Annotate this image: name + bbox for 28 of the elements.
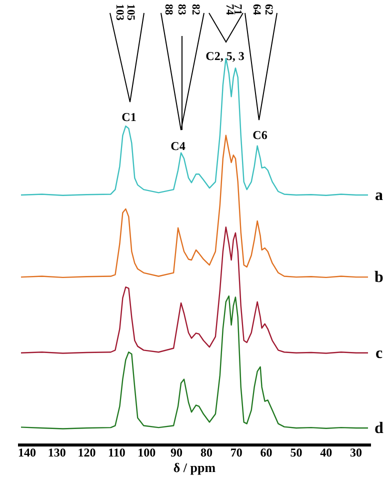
text: 62 xyxy=(262,4,274,16)
x-tick-label: 60 xyxy=(260,446,272,460)
x-tick-label: 30 xyxy=(350,446,362,460)
x-tick-label: 40 xyxy=(320,446,332,460)
x-tick-label: 80 xyxy=(200,446,212,460)
x-tick-label: 90 xyxy=(170,446,183,460)
annotation: C1 xyxy=(122,110,136,124)
text: 88 xyxy=(162,4,174,16)
series-label: c xyxy=(375,344,383,362)
text: 103 xyxy=(113,4,126,21)
annotation: C2, 5, 3 xyxy=(206,49,244,63)
x-tick-label: 120 xyxy=(78,446,96,460)
series-label: d xyxy=(374,420,384,437)
series-label: b xyxy=(374,269,384,286)
annotation: C6 xyxy=(252,128,268,142)
x-axis-title: δ / ppm xyxy=(173,460,216,475)
x-tick-label: 140 xyxy=(18,446,36,460)
series-label: a xyxy=(375,187,383,204)
x-tick-label: 70 xyxy=(230,446,242,460)
annotation: C4 xyxy=(170,139,186,153)
x-tick-label: 110 xyxy=(108,446,126,460)
text: 64 xyxy=(250,4,262,16)
x-tick-label: 100 xyxy=(138,446,156,460)
x-tick-label: 50 xyxy=(290,446,302,460)
text: 83 xyxy=(175,4,188,16)
text: 82 xyxy=(189,4,202,16)
x-tick-label: 130 xyxy=(48,446,66,460)
text: 105 xyxy=(124,4,136,21)
